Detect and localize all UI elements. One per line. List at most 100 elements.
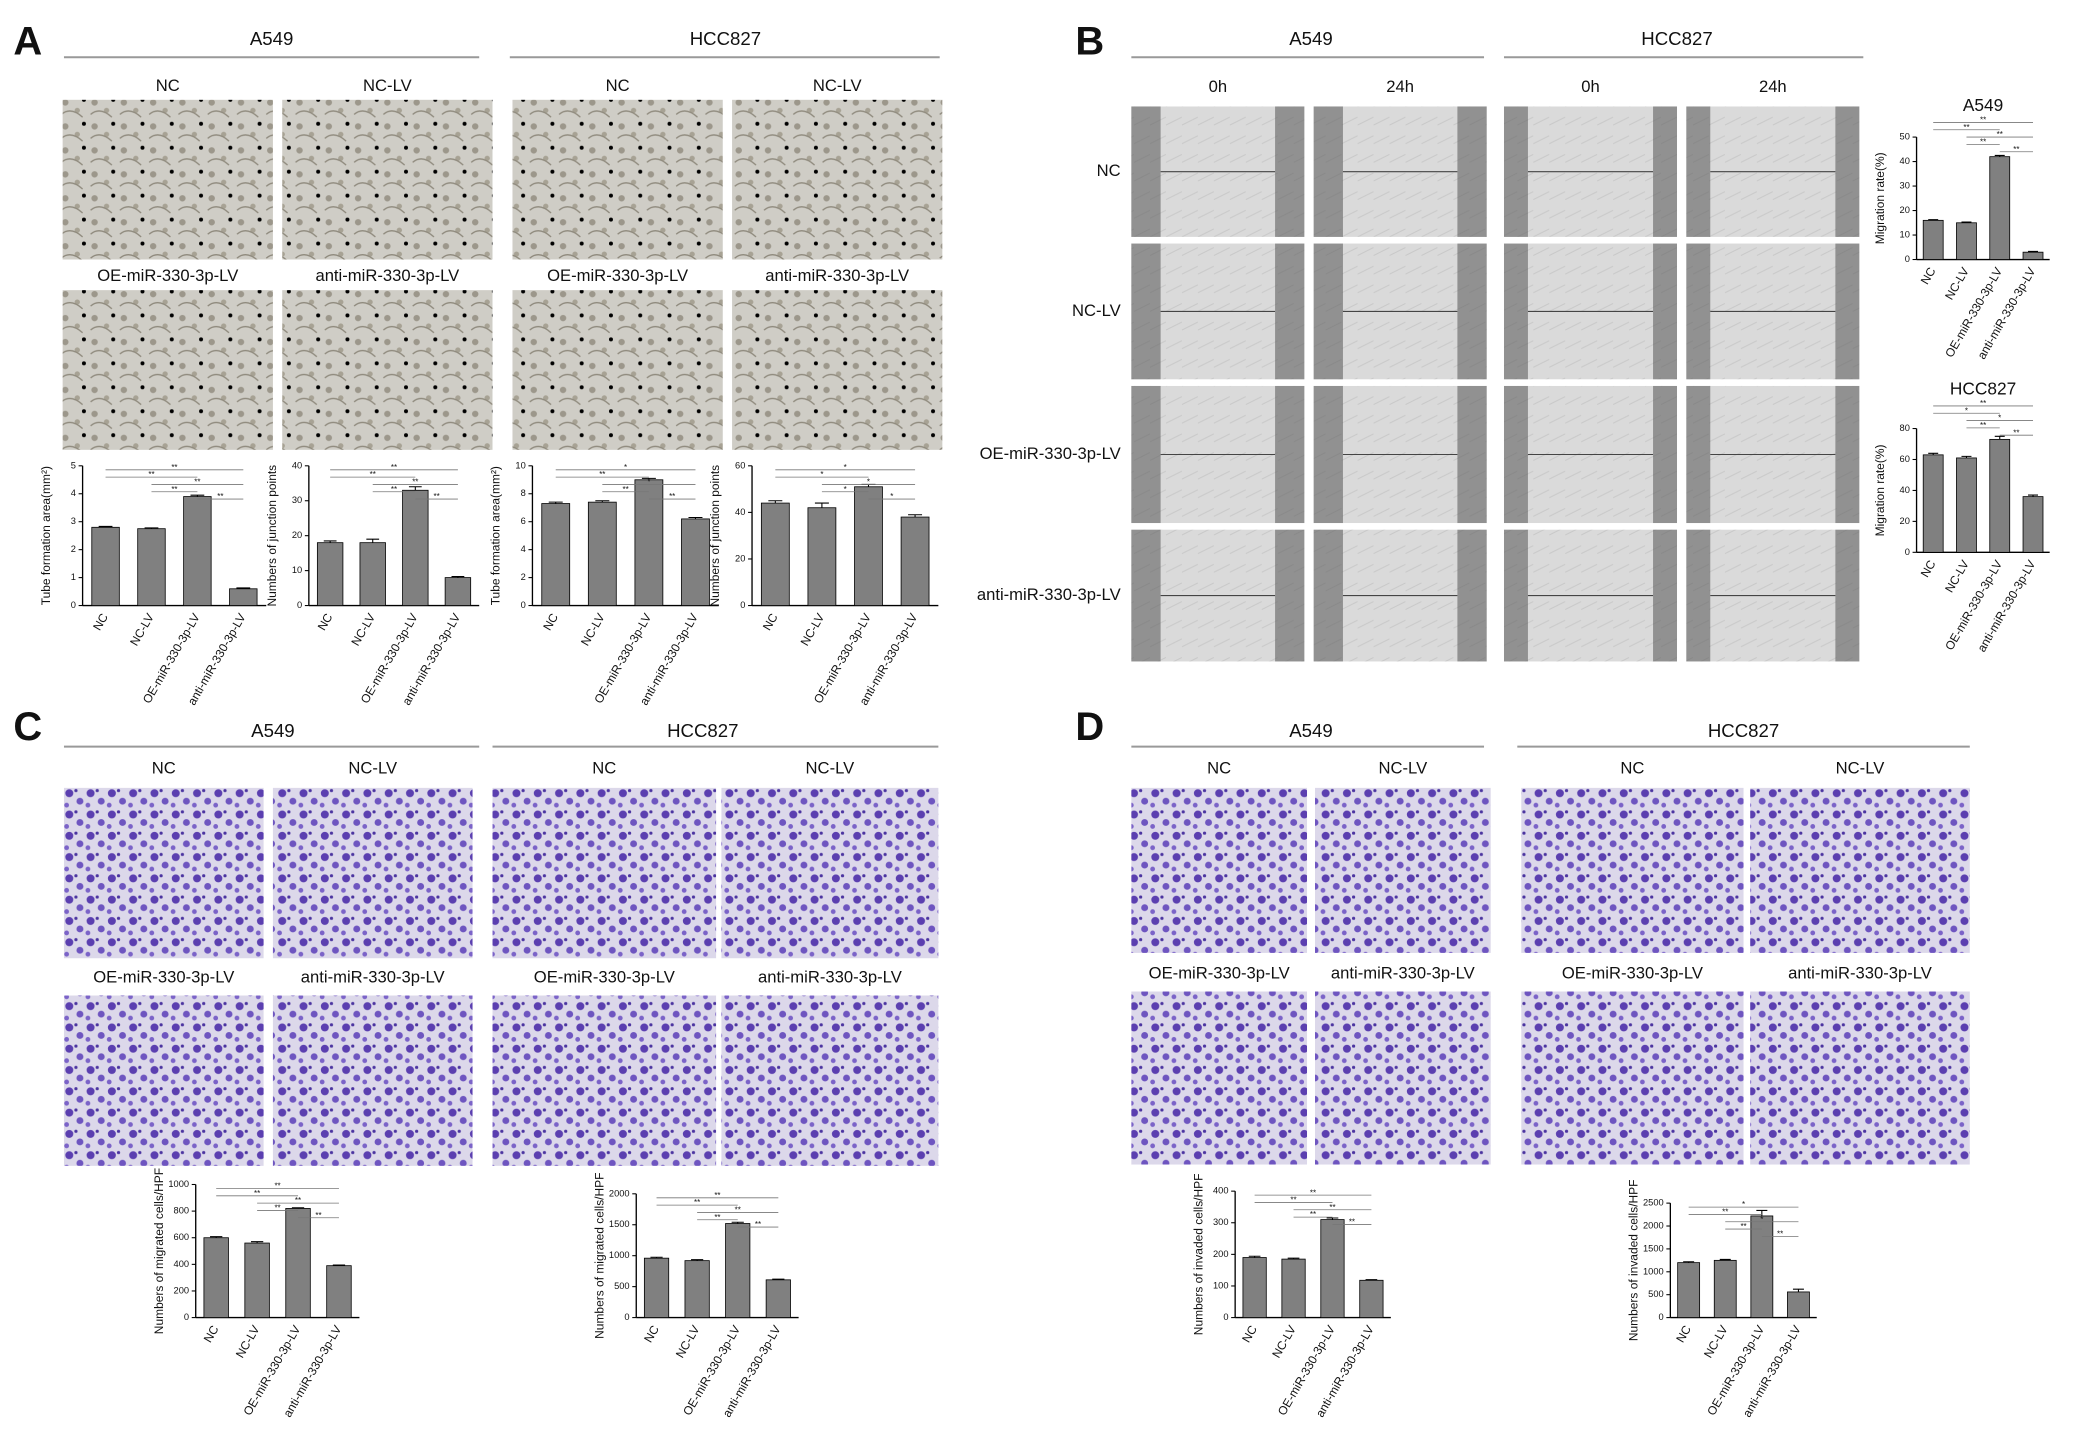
y-tick-label: 2000 xyxy=(609,1188,630,1198)
error-bar xyxy=(1961,455,1972,458)
bar xyxy=(1989,438,2011,553)
y-tick-label: 10 xyxy=(292,565,302,575)
image-label: anti-miR-330-3p-LV xyxy=(1788,964,1933,983)
bar xyxy=(1956,222,1977,260)
error-bar xyxy=(210,1236,223,1238)
significance-label: ** xyxy=(1290,1196,1296,1205)
wound-edge xyxy=(1503,385,1528,524)
error-bar xyxy=(688,516,703,519)
significance-label: ** xyxy=(755,1220,761,1229)
y-tick-label: 4 xyxy=(71,488,76,498)
error-bar xyxy=(1756,1209,1768,1216)
significance-label: ** xyxy=(1777,1230,1783,1239)
error-bar xyxy=(650,1256,663,1259)
wound-edge xyxy=(1653,106,1678,237)
image-label: NC-LV xyxy=(806,759,856,778)
significance-label: ** xyxy=(412,478,418,487)
y-tick-label: 60 xyxy=(1900,454,1910,464)
image-label: NC xyxy=(156,76,180,95)
bar xyxy=(1359,1279,1384,1318)
significance-label: * xyxy=(1998,414,2001,423)
y-axis-label: Migration rate(%) xyxy=(1873,445,1887,537)
significance-label: ** xyxy=(669,492,675,501)
significance-label: * xyxy=(1742,1200,1745,1209)
significance-label: ** xyxy=(315,1211,321,1220)
x-tick-label: NC xyxy=(641,1323,662,1345)
y-tick-label: 0 xyxy=(1905,547,1910,557)
x-tick-label: NC xyxy=(315,611,336,633)
wound-edge xyxy=(1686,385,1711,524)
x-tick-label: NC-LV xyxy=(578,611,608,648)
wound-edge xyxy=(1313,529,1343,662)
y-tick-label: 20 xyxy=(1900,205,1910,215)
group-title: HCC827 xyxy=(667,720,738,741)
significance-label: ** xyxy=(1963,123,1969,132)
error-bar xyxy=(98,525,113,528)
y-tick-label: 40 xyxy=(292,460,302,470)
y-axis-label: Numbers of migrated cells/HPF xyxy=(592,1173,606,1339)
y-axis-label: Numbers of migrated cells/HPF xyxy=(152,1168,166,1334)
y-tick-label: 600 xyxy=(174,1232,190,1242)
bar xyxy=(183,496,212,606)
bar xyxy=(1713,1259,1737,1318)
bar xyxy=(900,516,930,606)
x-tick-label: NC-LV xyxy=(127,611,157,648)
significance-label: * xyxy=(890,492,893,501)
y-tick-label: 2 xyxy=(521,572,526,582)
image-label: OE-miR-330-3p-LV xyxy=(97,266,239,285)
y-tick-label: 30 xyxy=(292,495,302,505)
wound-edge xyxy=(1457,106,1487,237)
y-tick-label: 1000 xyxy=(168,1179,189,1189)
bar xyxy=(634,479,664,606)
significance-label: ** xyxy=(1980,116,1986,125)
row-label: NC xyxy=(1097,161,1121,180)
wound-edge xyxy=(1275,385,1305,524)
y-tick-label: 20 xyxy=(292,530,302,540)
error-bar xyxy=(1961,221,1972,223)
image-label: NC xyxy=(152,759,176,778)
wound-edge xyxy=(1131,385,1161,524)
significance-label: ** xyxy=(599,470,605,479)
wound-edge xyxy=(1457,529,1487,662)
y-tick-label: 0 xyxy=(1659,1312,1664,1322)
bar xyxy=(285,1208,311,1318)
significance-label: ** xyxy=(391,463,397,472)
y-tick-label: 500 xyxy=(614,1281,630,1291)
error-bar xyxy=(1719,1258,1731,1261)
y-tick-label: 0 xyxy=(71,600,76,610)
y-tick-label: 1500 xyxy=(1643,1243,1664,1253)
x-tick-label: NC xyxy=(201,1323,222,1345)
bar xyxy=(1320,1219,1345,1318)
significance-label: ** xyxy=(171,485,177,494)
micrograph xyxy=(1131,787,1308,953)
significance-label: * xyxy=(624,463,627,472)
wound-edge xyxy=(1835,529,1860,662)
x-tick-label: NC-LV xyxy=(1942,265,1972,302)
image-label: anti-miR-330-3p-LV xyxy=(301,968,446,987)
bar xyxy=(359,542,386,606)
bar xyxy=(760,502,790,606)
image-label: OE-miR-330-3p-LV xyxy=(1562,964,1704,983)
y-tick-label: 80 xyxy=(1900,423,1910,433)
image-label: anti-miR-330-3p-LV xyxy=(765,266,910,285)
y-tick-label: 1 xyxy=(71,572,76,582)
micrograph xyxy=(732,290,943,450)
wound-edge xyxy=(1275,106,1305,237)
wound-edge xyxy=(1835,385,1860,524)
significance-label: ** xyxy=(254,1189,260,1198)
significance-label: ** xyxy=(1740,1222,1746,1231)
error-bar xyxy=(1326,1217,1339,1220)
bar xyxy=(541,503,571,606)
bar xyxy=(444,577,472,606)
time-label: 24h xyxy=(1386,77,1414,96)
micrograph xyxy=(272,995,473,1166)
x-tick-label: NC xyxy=(90,611,111,633)
y-tick-label: 40 xyxy=(1900,485,1910,495)
error-bar xyxy=(1928,219,1939,221)
y-tick-label: 60 xyxy=(735,460,745,470)
error-bar xyxy=(1994,154,2005,157)
micrograph xyxy=(63,787,264,959)
x-tick-label: NC-LV xyxy=(233,1323,263,1360)
error-bar xyxy=(236,587,251,589)
x-tick-label: NC xyxy=(1918,557,1939,579)
